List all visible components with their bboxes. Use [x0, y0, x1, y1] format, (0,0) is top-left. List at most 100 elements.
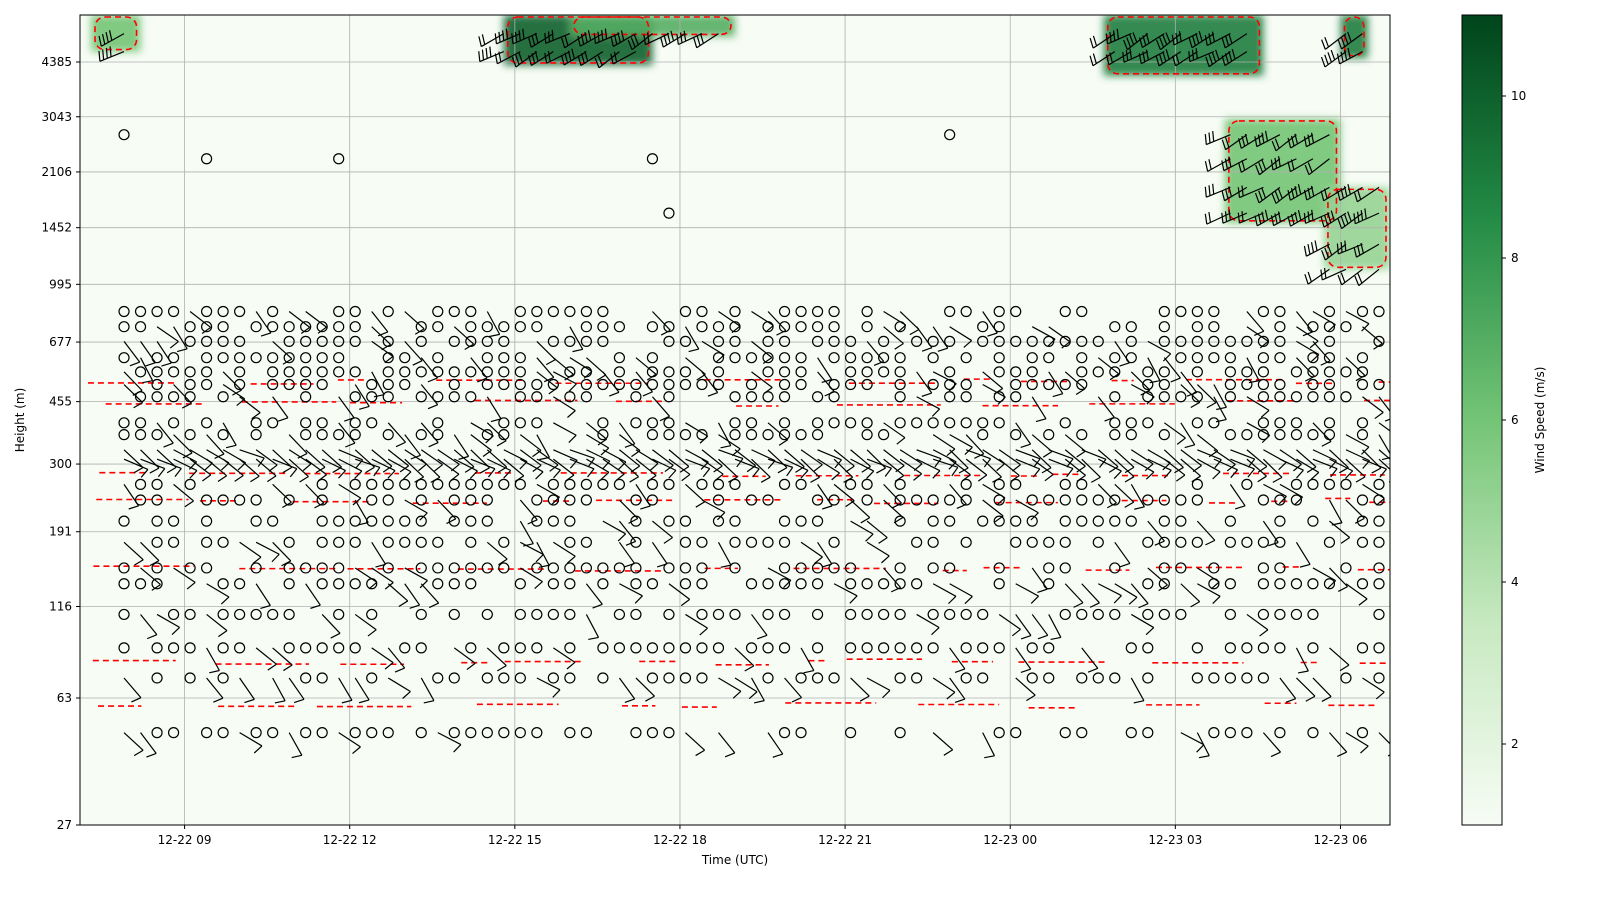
- barb-feather: [584, 51, 589, 62]
- barb-feather: [564, 35, 569, 46]
- calm-circle: [960, 305, 972, 318]
- calm-circle: [1142, 391, 1154, 403]
- barb-feather: [1241, 211, 1244, 222]
- barb-feather: [1214, 459, 1222, 469]
- calm-circle: [1059, 536, 1071, 548]
- calm-circle: [844, 727, 857, 739]
- calm-circle: [795, 378, 807, 391]
- barb-feather: [181, 402, 192, 409]
- calm-circle: [993, 642, 1005, 654]
- barb-feather: [649, 462, 659, 471]
- calm-circle: [1356, 727, 1369, 739]
- barb-feather: [849, 595, 858, 604]
- calm-circle: [1191, 494, 1203, 506]
- calm-circle: [481, 429, 493, 441]
- calm-circle: [1373, 536, 1385, 548]
- calm-circle: [1092, 335, 1104, 347]
- calm-circle: [811, 494, 824, 506]
- barb-feather: [482, 449, 492, 458]
- barb-staff: [206, 647, 220, 671]
- calm-circle: [316, 562, 328, 574]
- calm-circle: [333, 429, 345, 441]
- calm-circle: [778, 727, 791, 739]
- barb-staff: [1345, 357, 1366, 376]
- calm-circle: [778, 642, 791, 654]
- calm-circle: [465, 366, 477, 378]
- barb-feather: [1330, 468, 1338, 478]
- calm-circle: [1010, 515, 1022, 527]
- calm-circle: [828, 305, 840, 318]
- barb-feather: [145, 362, 156, 367]
- calm-circle: [1356, 578, 1369, 590]
- calm-circle: [630, 515, 642, 527]
- barb-feather: [289, 468, 298, 478]
- barb-staff: [1246, 613, 1269, 631]
- calm-circle: [1241, 478, 1253, 490]
- calm-circle: [795, 727, 807, 739]
- barb-staff: [619, 583, 643, 597]
- barb-feather: [497, 466, 508, 474]
- barb-feather: [1320, 56, 1326, 68]
- calm-circle: [283, 562, 295, 574]
- calm-circle: [1356, 366, 1369, 378]
- calm-circle: [960, 536, 972, 548]
- calm-circle: [1290, 608, 1303, 621]
- barb-feather: [560, 54, 565, 66]
- barb-staff: [354, 499, 369, 523]
- barb-feather: [209, 669, 220, 674]
- barb-feather: [932, 470, 941, 479]
- barb-staff: [817, 541, 833, 565]
- barb-feather: [1221, 139, 1227, 150]
- barb-feather: [696, 35, 701, 46]
- barb-feather: [699, 627, 708, 636]
- barb-feather: [1293, 463, 1302, 472]
- calm-circle: [960, 642, 972, 654]
- barb-feather: [1270, 215, 1275, 226]
- barb-staff: [932, 458, 959, 468]
- calm-circle: [844, 366, 857, 378]
- barb-feather: [1264, 130, 1269, 142]
- calm-circle: [795, 562, 807, 574]
- barb-staff: [800, 541, 823, 558]
- barb-feather: [1212, 471, 1221, 480]
- calm-circle: [1158, 536, 1170, 548]
- barb-feather: [1133, 700, 1145, 704]
- barb-feather: [752, 468, 760, 478]
- barb-staff: [470, 449, 490, 469]
- barb-feather: [105, 32, 109, 43]
- calm-circle: [1142, 727, 1154, 739]
- calm-circle: [1125, 417, 1137, 429]
- calm-circle: [1125, 335, 1137, 347]
- calm-circle: [283, 494, 295, 506]
- calm-circle: [778, 366, 791, 378]
- calm-circle: [762, 429, 774, 441]
- calm-circle: [1290, 494, 1303, 506]
- calm-circle: [1307, 478, 1319, 490]
- calm-circle: [795, 429, 807, 441]
- calm-circle: [960, 378, 972, 391]
- barb-feather: [1364, 208, 1367, 219]
- barb-feather: [354, 470, 363, 479]
- barb-feather: [1254, 192, 1260, 204]
- barb-feather: [1314, 240, 1318, 251]
- calm-circle: [564, 672, 576, 684]
- calm-circle: [1191, 321, 1203, 333]
- barb-feather: [1337, 274, 1343, 286]
- calm-circle: [696, 578, 708, 590]
- barb-staff: [668, 583, 691, 600]
- calm-circle: [1125, 642, 1137, 654]
- calm-circle: [1059, 562, 1071, 574]
- barb-staff: [387, 677, 411, 693]
- calm-circle: [200, 335, 213, 347]
- calm-circle: [993, 515, 1005, 527]
- calm-circle: [300, 335, 312, 347]
- barb-feather: [660, 36, 664, 48]
- barb-staff: [668, 458, 691, 475]
- barb-staff: [1378, 458, 1390, 471]
- calm-circle: [993, 352, 1005, 364]
- barb-feather: [553, 469, 561, 479]
- calm-circle: [217, 335, 229, 347]
- calm-circle: [283, 608, 295, 621]
- calm-circle: [1274, 536, 1286, 548]
- calm-circle: [564, 562, 576, 574]
